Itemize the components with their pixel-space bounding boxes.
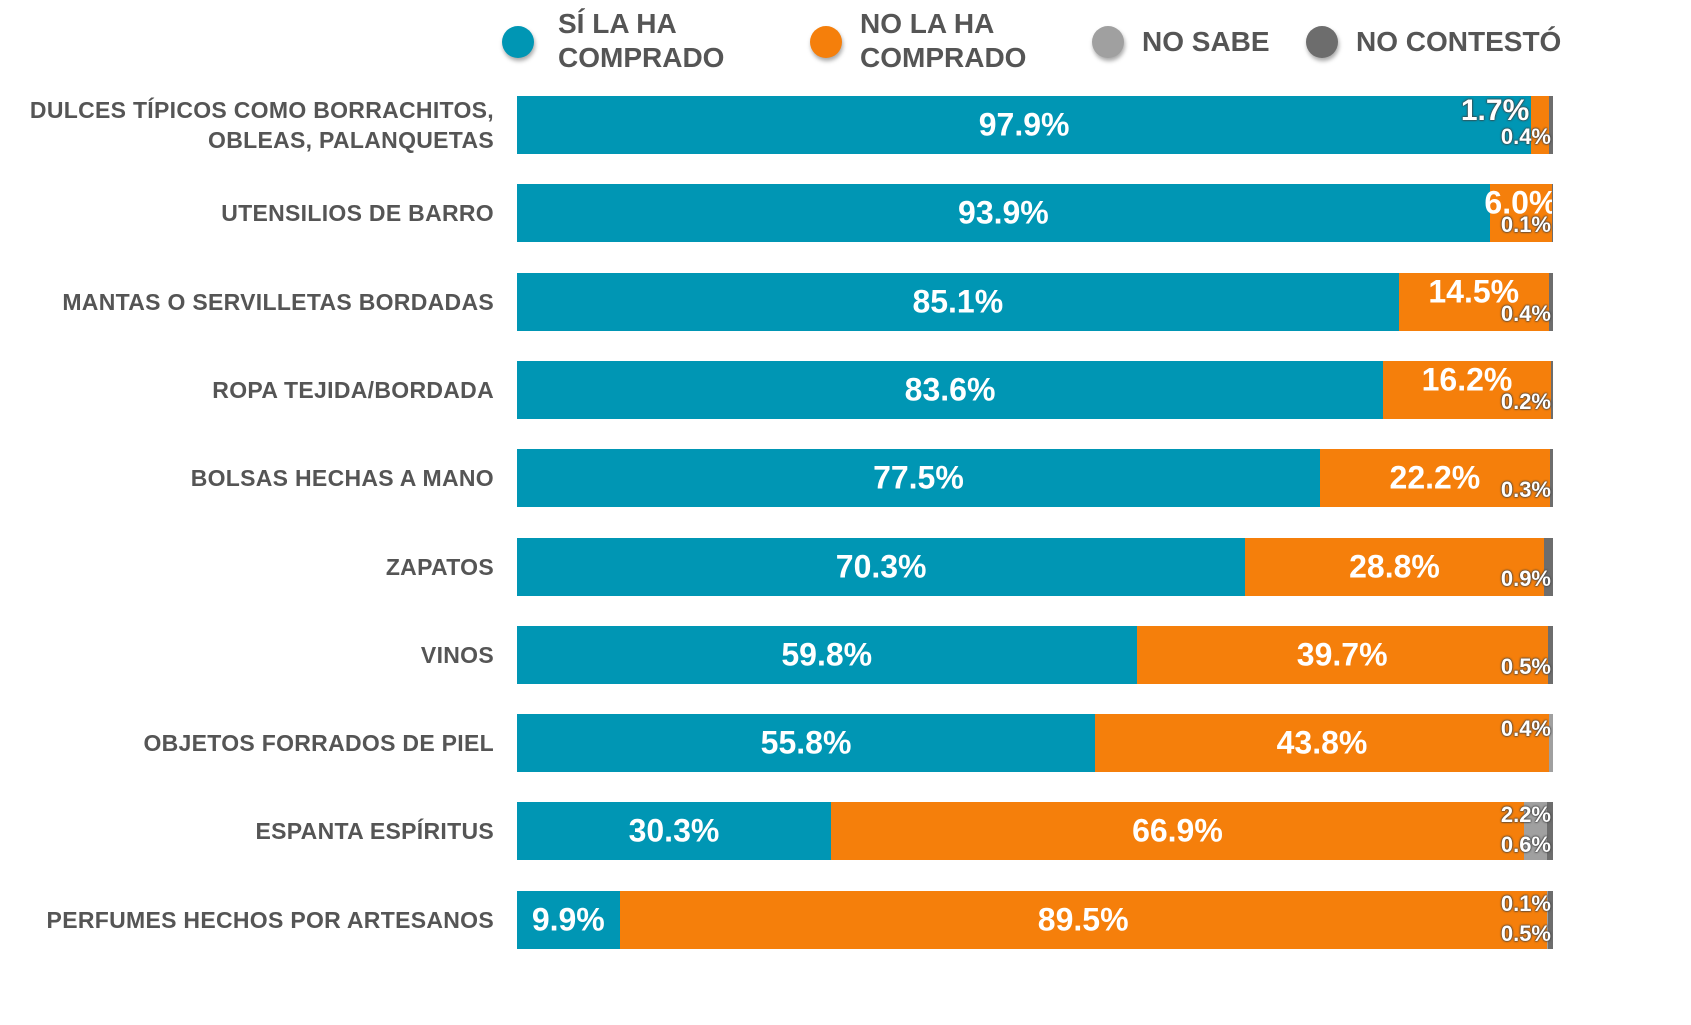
- bar-segment: [517, 449, 1320, 508]
- bar-segment: [1550, 360, 1553, 419]
- value-label: 0.1%: [1500, 212, 1551, 238]
- value-label: 0.6%: [1500, 832, 1551, 858]
- legend-label: NO SABE: [1142, 26, 1270, 57]
- legend-label: NO CONTESTÓ: [1356, 26, 1562, 57]
- legend-marker: [810, 26, 842, 58]
- category-label: PERFUMES HECHOS POR ARTESANOS: [46, 906, 494, 933]
- value-label: 16.2%: [1421, 361, 1513, 398]
- bar-segment: [1547, 890, 1553, 949]
- bar-segment: [1523, 802, 1547, 861]
- bar-segment: [517, 184, 1490, 243]
- value-label: 6.0%: [1484, 184, 1558, 221]
- bar-segment: [517, 625, 1137, 684]
- bar-segment: [1136, 625, 1548, 684]
- value-label: 89.5%: [1037, 901, 1129, 938]
- bar-segment: [1383, 360, 1551, 419]
- bar-segment: [1245, 537, 1544, 596]
- value-label: 30.3%: [628, 812, 720, 849]
- bar-segment: [1551, 184, 1553, 243]
- value-label: 0.2%: [1500, 388, 1551, 414]
- value-label: 93.9%: [958, 194, 1049, 231]
- bar-segment: [1398, 272, 1549, 331]
- legend-marker: [1092, 26, 1124, 58]
- legend-marker: [1306, 26, 1338, 58]
- bar-segment: [1531, 96, 1549, 154]
- category-label: ESPANTA ESPÍRITUS: [255, 818, 494, 845]
- bar-segment: [1548, 714, 1553, 773]
- value-label: 70.3%: [835, 548, 927, 584]
- legend-label: SÍ LA HA COMPRADO: [558, 8, 725, 73]
- value-label: 0.9%: [1500, 565, 1551, 591]
- bar-segment: [1543, 537, 1553, 596]
- bar-segment: [1095, 714, 1549, 773]
- category-label: UTENSILIOS DE BARRO: [221, 200, 494, 227]
- bar-segment: [1548, 272, 1553, 331]
- value-label: 0.4%: [1500, 124, 1551, 149]
- bar-segment: [1549, 449, 1553, 508]
- value-label: 0.3%: [1500, 477, 1551, 503]
- value-label: 97.9%: [978, 106, 1070, 143]
- value-label: 2.2%: [1500, 802, 1551, 828]
- value-label: 1.7%: [1460, 94, 1530, 127]
- category-label: ROPA TEJIDA/BORDADA: [212, 376, 494, 403]
- bar-segment: [517, 714, 1096, 773]
- category-label: MANTAS O SERVILLETAS BORDADAS: [62, 288, 494, 315]
- bar-segment: [517, 272, 1399, 331]
- value-label: 85.1%: [912, 283, 1004, 320]
- bar-segment: [517, 537, 1246, 596]
- value-label: 0.5%: [1500, 653, 1551, 679]
- value-label: 0.5%: [1500, 920, 1551, 946]
- value-label: 9.9%: [531, 901, 605, 938]
- value-label: 0.4%: [1500, 716, 1551, 742]
- category-label: DULCES TÍPICOS COMO BORRACHITOS, OBLEAS,…: [29, 97, 494, 153]
- bar-segment: [517, 96, 1532, 154]
- category-label: ZAPATOS: [385, 553, 494, 580]
- value-label: 14.5%: [1428, 273, 1520, 310]
- bar-segment: [1548, 96, 1553, 154]
- bar-segment: [1489, 184, 1552, 243]
- value-label: 83.6%: [904, 371, 996, 408]
- bar-segment: [1547, 625, 1553, 684]
- bar-segment: [517, 360, 1384, 419]
- bar-segment: [1319, 449, 1550, 508]
- legend-label: NO LA HA COMPRADO: [860, 8, 1027, 73]
- value-label: 77.5%: [873, 459, 964, 496]
- bar-segment: [830, 802, 1524, 861]
- bar-segment: [619, 890, 1547, 949]
- category-label: OBJETOS FORRADOS DE PIEL: [143, 730, 494, 757]
- value-label: 59.8%: [781, 636, 873, 673]
- bar-segment: [517, 802, 831, 861]
- category-label: BOLSAS HECHAS A MANO: [190, 465, 494, 492]
- value-label: 28.8%: [1349, 548, 1440, 584]
- category-label: VINOS: [420, 641, 494, 668]
- value-label: 0.1%: [1500, 890, 1551, 916]
- bar-segment: [1546, 802, 1553, 861]
- value-label: 55.8%: [760, 724, 852, 761]
- value-label: 39.7%: [1296, 636, 1388, 673]
- bar-segment: [1546, 890, 1548, 949]
- bar-segment: [517, 890, 620, 949]
- legend-marker: [502, 26, 534, 58]
- value-label: 43.8%: [1276, 724, 1368, 761]
- value-label: 66.9%: [1132, 812, 1223, 849]
- value-label: 22.2%: [1389, 459, 1481, 496]
- value-label: 0.4%: [1500, 300, 1551, 326]
